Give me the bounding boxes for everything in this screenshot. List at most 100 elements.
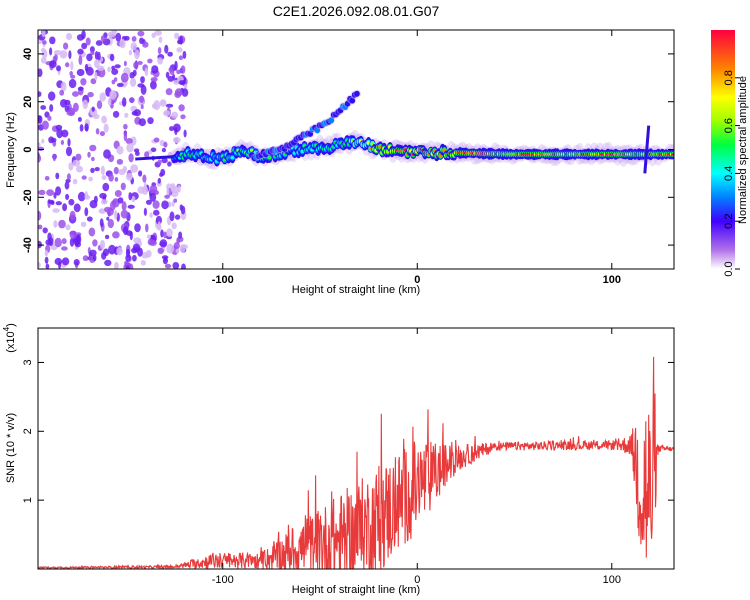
noise-blob	[129, 263, 134, 269]
svg-text:(x104): (x104)	[2, 323, 17, 353]
noise-blob	[85, 37, 91, 46]
bottom-y-tick-label: 3	[22, 359, 34, 365]
noise-blob	[166, 243, 175, 254]
noise-blob	[38, 224, 43, 230]
noise-blob	[65, 146, 73, 157]
noise-blob	[54, 257, 63, 266]
snr-frame	[37, 327, 675, 570]
noise-blob	[40, 57, 47, 64]
noise-blob	[42, 40, 47, 45]
colorbar: 0.0 0.2 0.4 0.6 0.8 Normalized spectral ampl…	[711, 30, 749, 277]
colorbar-gradient	[711, 30, 735, 269]
noise-blob	[167, 51, 173, 57]
noise-blob	[77, 117, 82, 122]
noise-blob	[149, 184, 158, 194]
bottom-y-multiplier: (x104)	[2, 323, 17, 353]
noise-blob	[112, 199, 117, 204]
noise-blob	[150, 77, 158, 82]
noise-blob	[120, 209, 129, 219]
noise-blob	[53, 50, 62, 55]
colorbar-tick-label: 0.6	[723, 118, 735, 133]
noise-blob	[94, 51, 99, 60]
noise-blob	[92, 113, 100, 120]
noise-blob	[90, 167, 95, 174]
noise-blob	[113, 166, 119, 175]
noise-blob	[165, 88, 173, 96]
noise-blob	[180, 114, 186, 120]
noise-blob	[49, 47, 53, 56]
noise-blob	[55, 124, 63, 131]
noise-blob	[159, 172, 164, 177]
noise-blob	[145, 250, 152, 258]
noise-blob	[112, 110, 120, 118]
multiplier-base: (x10	[5, 331, 17, 352]
noise-blob	[172, 137, 181, 143]
noise-blob	[125, 138, 133, 145]
noise-blob	[128, 97, 135, 103]
noise-blob	[61, 246, 68, 251]
bottom-y-tick-label: 1	[22, 497, 34, 503]
noise-blob	[107, 97, 112, 106]
noise-blob	[178, 80, 186, 86]
noise-blob	[174, 32, 180, 39]
spectrogram-panel: -100 0 100 -40 -20 0 20 40 Height of straight l…	[5, 29, 675, 296]
noise-blob	[95, 40, 103, 46]
noise-blob	[116, 158, 124, 165]
noise-blob	[75, 153, 82, 161]
noise-blob	[47, 199, 55, 204]
noise-blob	[84, 207, 89, 217]
noise-blob	[53, 220, 58, 228]
noise-blob	[94, 59, 100, 68]
noise-blob	[38, 142, 41, 147]
noise-blob	[54, 237, 62, 248]
noise-blob	[87, 151, 91, 158]
noise-blob	[157, 47, 162, 55]
noise-blob	[173, 198, 178, 203]
top-y-tick-label: -20	[22, 189, 34, 205]
noise-blob	[147, 117, 154, 125]
noise-blob	[72, 159, 81, 167]
top-x-tick-label: 100	[603, 274, 621, 286]
noise-blob	[123, 123, 128, 130]
noise-blob	[108, 173, 114, 182]
noise-blob	[103, 123, 109, 133]
noise-blob	[41, 138, 45, 144]
noise-blob	[114, 261, 119, 269]
noise-blob	[99, 208, 105, 214]
noise-blob	[56, 65, 61, 72]
noise-blob	[82, 99, 89, 110]
noise-blob	[179, 204, 183, 211]
noise-blob	[123, 131, 128, 142]
noise-blob	[131, 111, 138, 116]
noise-blob	[172, 262, 180, 269]
noise-blob	[151, 103, 158, 109]
noise-blob	[157, 221, 161, 230]
noise-blob	[77, 48, 84, 55]
noise-blob	[44, 249, 49, 257]
noise-blob	[158, 36, 163, 43]
noise-blob	[96, 100, 103, 110]
noise-blob	[157, 177, 161, 184]
snr-series-line	[38, 356, 674, 569]
noise-blob	[89, 46, 95, 53]
noise-blob	[183, 84, 188, 89]
noise-blob	[92, 239, 98, 247]
noise-blob	[144, 151, 150, 159]
noise-blob	[59, 89, 65, 96]
noise-blob	[81, 42, 88, 50]
branch-blob	[354, 90, 360, 97]
noise-blob	[123, 60, 127, 67]
noise-blob	[104, 234, 110, 240]
noise-blob	[122, 97, 127, 107]
noise-blob	[100, 199, 108, 205]
noise-blob	[134, 49, 140, 60]
noise-blob	[101, 175, 107, 180]
noise-blob	[53, 192, 57, 199]
noise-blob	[174, 60, 178, 71]
noise-blob	[122, 165, 128, 173]
noise-blob	[163, 141, 168, 148]
snr-marks	[38, 356, 674, 569]
noise-blob	[115, 32, 122, 42]
noise-blob	[81, 175, 87, 180]
noise-blob	[52, 153, 57, 162]
